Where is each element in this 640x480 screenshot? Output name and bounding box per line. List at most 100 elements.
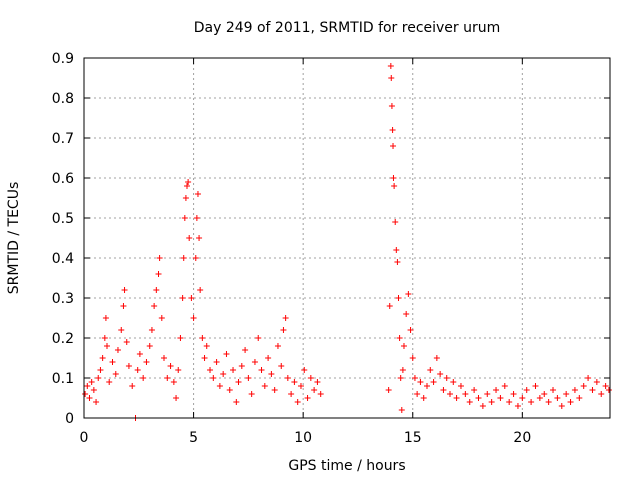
data-point [314, 379, 321, 385]
data-point [550, 387, 557, 393]
data-point [479, 403, 486, 409]
data-point [190, 315, 197, 321]
data-point [179, 295, 186, 301]
data-point [506, 399, 513, 405]
data-point [101, 335, 108, 341]
x-tick-label: 15 [404, 430, 422, 446]
y-tick-label: 0.3 [52, 291, 74, 307]
data-point [541, 391, 548, 397]
data-point [414, 391, 421, 397]
data-point [197, 287, 204, 293]
data-point [420, 395, 427, 401]
data-point [102, 315, 109, 321]
data-point [201, 355, 208, 361]
x-axis-title: GPS time / hours [288, 458, 405, 474]
data-point [123, 339, 130, 345]
y-tick-label: 0.7 [52, 131, 74, 147]
data-point [554, 395, 561, 401]
data-point [216, 383, 223, 389]
data-point [519, 395, 526, 401]
data-point [184, 183, 191, 189]
data-point [411, 375, 418, 381]
data-point [589, 387, 596, 393]
data-point [180, 255, 187, 261]
x-tick-label: 5 [189, 430, 198, 446]
data-point [501, 383, 508, 389]
data-point [134, 367, 141, 373]
x-tick-label: 10 [294, 430, 312, 446]
data-point [112, 371, 119, 377]
data-point [121, 287, 128, 293]
data-point [188, 295, 195, 301]
data-point [235, 379, 242, 385]
data-point [510, 391, 517, 397]
data-point [155, 271, 162, 277]
data-point [304, 395, 311, 401]
data-point [84, 383, 91, 389]
plot-frame [83, 57, 611, 419]
data-point [170, 379, 177, 385]
data-point [294, 399, 301, 405]
data-point [192, 255, 199, 261]
data-point [497, 395, 504, 401]
data-point [580, 383, 587, 389]
data-point [405, 291, 412, 297]
data-point [181, 215, 188, 221]
data-point [390, 143, 397, 149]
data-point [203, 343, 210, 349]
data-point [393, 247, 400, 253]
data-point [265, 355, 272, 361]
data-point [213, 359, 220, 365]
data-point [291, 379, 298, 385]
data-point [151, 303, 158, 309]
data-point [271, 387, 278, 393]
data-point [86, 395, 93, 401]
x-tick-label: 20 [513, 430, 531, 446]
tick-labels: 0 0.1 0.2 0.3 0.4 0.5 0.6 0.7 0.8 0.9 0 5 10 15 20 [52, 51, 532, 446]
data-point [143, 359, 150, 365]
data-point [532, 383, 539, 389]
data-point [88, 379, 95, 385]
data-point [238, 363, 245, 369]
data-point [443, 375, 450, 381]
data-point [387, 63, 394, 69]
data-point [280, 327, 287, 333]
data-point [576, 395, 583, 401]
y-tick-label: 0.5 [52, 211, 74, 227]
chart-title: Day 249 of 2011, SRMTID for receiver uru… [194, 20, 501, 36]
data-point [274, 343, 281, 349]
data-point [391, 183, 398, 189]
data-point [430, 379, 437, 385]
data-point [437, 371, 444, 377]
data-point [440, 387, 447, 393]
x-tick-label: 0 [80, 430, 89, 446]
data-point [248, 391, 255, 397]
data-point [258, 367, 265, 373]
data-point [220, 371, 227, 377]
data-point [398, 407, 405, 413]
y-tick-label: 0.6 [52, 171, 74, 187]
data-point [311, 387, 318, 393]
data-point [466, 399, 473, 405]
data-point [563, 391, 570, 397]
data-point [173, 395, 180, 401]
data-point [118, 327, 125, 333]
data-point [164, 375, 171, 381]
data-point [177, 335, 184, 341]
data-point [104, 343, 111, 349]
data-point [156, 255, 163, 261]
data-point [488, 399, 495, 405]
data-point [278, 363, 285, 369]
data-point [523, 387, 530, 393]
data-point [242, 347, 249, 353]
data-point [567, 399, 574, 405]
data-point [185, 179, 192, 185]
data-point [450, 379, 457, 385]
y-axis-title: SRMTID / TECUs [6, 182, 22, 295]
data-point [598, 391, 605, 397]
data-point [251, 359, 258, 365]
y-tick-label: 0.8 [52, 91, 74, 107]
data-point [140, 375, 147, 381]
data-point [301, 367, 308, 373]
